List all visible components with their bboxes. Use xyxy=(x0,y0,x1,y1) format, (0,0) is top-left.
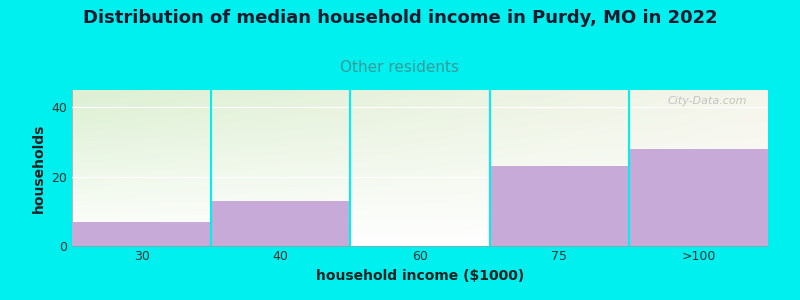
Bar xyxy=(629,149,768,246)
X-axis label: household income ($1000): household income ($1000) xyxy=(316,269,524,283)
Text: Distribution of median household income in Purdy, MO in 2022: Distribution of median household income … xyxy=(82,9,718,27)
Bar xyxy=(490,166,629,246)
Bar xyxy=(72,222,211,246)
Bar xyxy=(211,201,350,246)
Text: City-Data.com: City-Data.com xyxy=(668,96,747,106)
Y-axis label: households: households xyxy=(32,123,46,213)
Text: Other residents: Other residents xyxy=(341,60,459,75)
